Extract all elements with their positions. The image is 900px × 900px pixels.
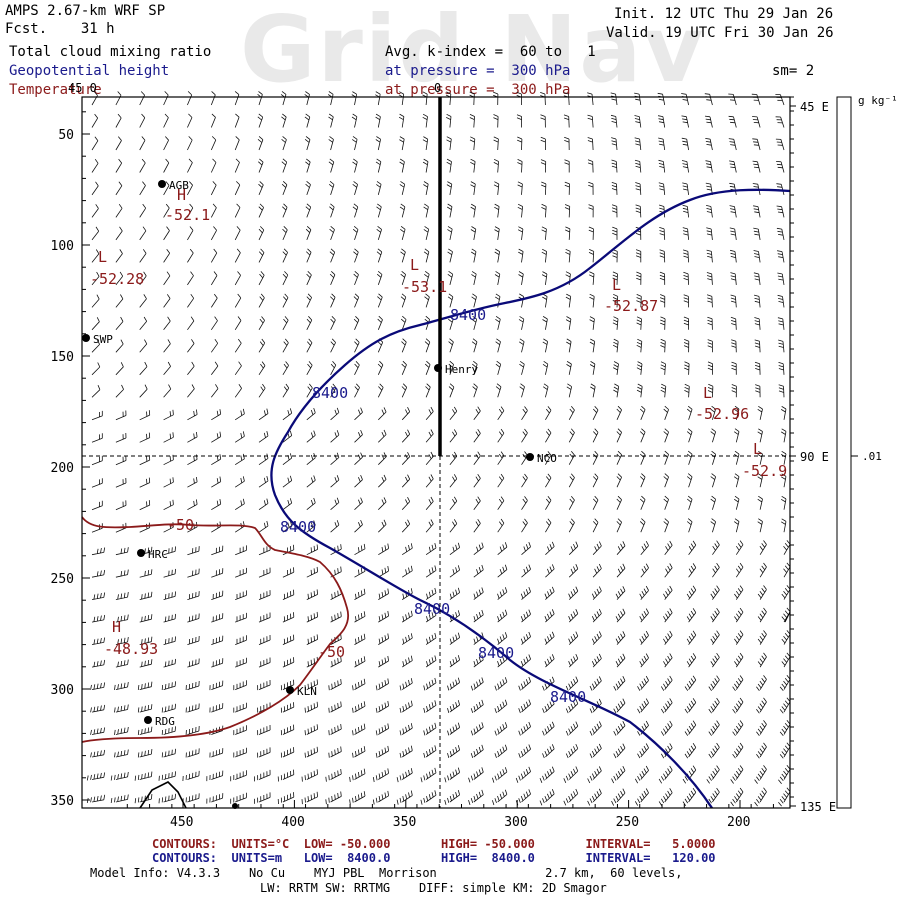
station-label: KLN xyxy=(297,685,317,698)
temp-label: -50 xyxy=(167,516,194,534)
station-label: Henry xyxy=(445,363,478,376)
temp-label: L xyxy=(98,248,107,266)
forecast-hour: Fcst. 31 h xyxy=(5,21,115,37)
right-axis: 45 E 90 E 135 E xyxy=(790,96,836,814)
x-tick-label: 400 xyxy=(281,815,304,830)
footer-physics: LW: RRTM SW: RRTMG DIFF: simple KM: 2D S… xyxy=(260,881,607,895)
y-tick-label: 250 xyxy=(51,572,74,587)
temp-label: L xyxy=(753,440,762,458)
temp-label: H xyxy=(112,618,121,636)
top-left-marker: 45 0 xyxy=(68,81,97,95)
temp-label: L xyxy=(703,384,712,402)
temp-label: -52.87 xyxy=(604,297,658,315)
height-label: 8400 xyxy=(450,306,486,324)
station-label: AGB xyxy=(169,179,189,192)
x-tick-label: 250 xyxy=(616,815,639,830)
y-tick-label: 50 xyxy=(58,128,74,143)
height-label: 8400 xyxy=(312,384,348,402)
field-geopotential: Geopotential height xyxy=(9,63,170,79)
temp-label: -52.28 xyxy=(90,270,144,288)
pressure-geopotential: at pressure = 300 hPa xyxy=(385,63,571,79)
x-axis: 450 400 350 300 250 200 xyxy=(126,800,774,830)
station-label: RDG xyxy=(155,715,175,728)
x-tick-label: 200 xyxy=(727,815,750,830)
wind-barbs xyxy=(86,91,791,807)
footer-height-contours: CONTOURS: UNITS=m LOW= 8400.0 HIGH= 8400… xyxy=(152,851,716,865)
x-tick-label: 450 xyxy=(170,815,193,830)
y-tick-label: 300 xyxy=(51,683,74,698)
station-swp: SWP xyxy=(82,333,113,346)
plot-border xyxy=(81,96,791,809)
x-tick-label: 300 xyxy=(504,815,527,830)
footer-temperature-contours: CONTOURS: UNITS=°C LOW= -50.000 HIGH= -5… xyxy=(152,837,716,851)
top-marker: 0 xyxy=(434,81,441,95)
valid-time: Valid. 19 UTC Fri 30 Jan 26 xyxy=(606,25,834,41)
height-labels: 8400 8400 8400 8400 8400 8400 xyxy=(280,306,586,706)
station-hrc: HRC xyxy=(137,548,168,561)
field-temperature: Temperature xyxy=(9,82,102,98)
temp-label: L xyxy=(612,276,621,294)
init-time: Init. 12 UTC Thu 29 Jan 26 xyxy=(614,6,834,22)
temp-label: H xyxy=(177,186,186,204)
smoothing: sm= 2 xyxy=(772,63,815,79)
height-label: 8400 xyxy=(550,688,586,706)
temp-label: -53.1 xyxy=(402,278,447,296)
temp-label: -52.96 xyxy=(695,405,749,423)
temp-label: -50 xyxy=(318,643,345,661)
station-agb: AGB xyxy=(158,179,189,192)
right-edge-mark xyxy=(784,611,791,623)
station-label: SWP xyxy=(93,333,113,346)
height-contour-8400 xyxy=(270,188,791,809)
height-label: 8400 xyxy=(478,644,514,662)
colorbar xyxy=(836,96,852,809)
field-cloud-mixing: Total cloud mixing ratio xyxy=(9,44,212,60)
wind-barb-field xyxy=(86,91,791,807)
right-axis-label: 45 E xyxy=(800,100,829,114)
temperature-contour-minus50 xyxy=(81,516,350,743)
y-axis: 50 100 150 200 250 300 350 xyxy=(51,111,90,809)
station-kln: KLN xyxy=(286,685,317,698)
colorbar-label: .01 xyxy=(862,450,882,463)
right-axis-label: 135 E xyxy=(800,800,836,814)
station-rdg: RDG xyxy=(144,715,175,728)
y-tick-label: 150 xyxy=(51,350,74,365)
temperature-labels: L -52.28 H -52.1 L -53.1 L -52.87 L -52.… xyxy=(90,186,787,661)
height-label: 8400 xyxy=(280,518,316,536)
model-title: AMPS 2.67-km WRF SP xyxy=(5,3,166,19)
station-label: NCO xyxy=(537,452,557,465)
temp-label: -52.1 xyxy=(165,206,210,224)
watermark: Grid Nav xyxy=(240,0,706,103)
footer-model-info: Model Info: V4.3.3 No Cu MYJ PBL Morriso… xyxy=(90,866,683,880)
y-tick-label: 350 xyxy=(51,794,74,809)
temp-label: L xyxy=(410,256,419,274)
station-henry: Henry xyxy=(434,363,478,376)
station-label: HRC xyxy=(148,548,168,561)
right-axis-label: 90 E xyxy=(800,450,829,464)
temp-label: -48.93 xyxy=(104,640,158,658)
coast-dot xyxy=(232,803,238,809)
coastline-fragment xyxy=(139,781,187,809)
height-label: 8400 xyxy=(414,600,450,618)
avg-k-index: Avg. k-index = 60 to 1 xyxy=(385,44,596,60)
colorbar-unit: g kg⁻¹ xyxy=(858,94,898,107)
x-tick-label: 350 xyxy=(393,815,416,830)
station-nco: NCO xyxy=(526,452,557,465)
y-tick-label: 200 xyxy=(51,461,74,476)
temp-label: -52.9 xyxy=(742,462,787,480)
y-tick-label: 100 xyxy=(51,239,74,254)
